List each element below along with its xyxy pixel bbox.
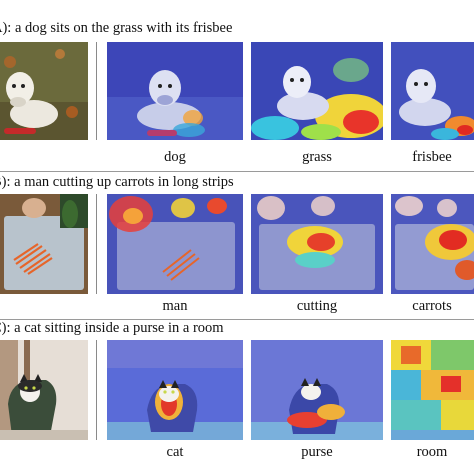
row-a-divider — [96, 42, 97, 140]
row-a-heatmap-grass — [251, 42, 383, 140]
row-c-original-photo — [0, 340, 88, 440]
row-b-caption: B): a man cutting up carrots in long str… — [0, 174, 234, 190]
row-separator — [0, 171, 474, 172]
row-a-heatmap-frisbee — [391, 42, 474, 140]
row-c-heatmap-cat — [107, 340, 243, 440]
row-a-heatmap-dog — [107, 42, 243, 140]
row-c-heatmap-purse — [251, 340, 383, 440]
row-c-divider — [96, 340, 97, 440]
row-b-heatmap-carrots — [391, 194, 474, 294]
row-b-label-man: man — [162, 298, 188, 314]
row-a-label-grass: grass — [302, 149, 332, 165]
row-a-label-dog: dog — [164, 149, 186, 165]
row-c-label-room: room — [416, 444, 448, 460]
row-a-original-photo — [0, 42, 88, 140]
row-b-heatmap-man — [107, 194, 243, 294]
row-c-heatmap-room — [391, 340, 474, 440]
row-b-divider — [96, 194, 97, 294]
row-separator — [0, 319, 474, 320]
row-c-label-cat: cat — [166, 444, 184, 460]
row-a-caption: A): a dog sits on the grass with its fri… — [0, 20, 233, 36]
row-c-label-purse: purse — [301, 444, 333, 460]
row-c-caption: C): a cat sitting inside a purse in a ro… — [0, 320, 224, 336]
row-b-label-cutting: cutting — [296, 298, 338, 314]
row-b-label-carrots: carrots — [412, 298, 452, 314]
row-a-label-frisbee: frisbee — [412, 149, 452, 165]
row-b-heatmap-cutting — [251, 194, 383, 294]
row-b-original-photo — [0, 194, 88, 294]
